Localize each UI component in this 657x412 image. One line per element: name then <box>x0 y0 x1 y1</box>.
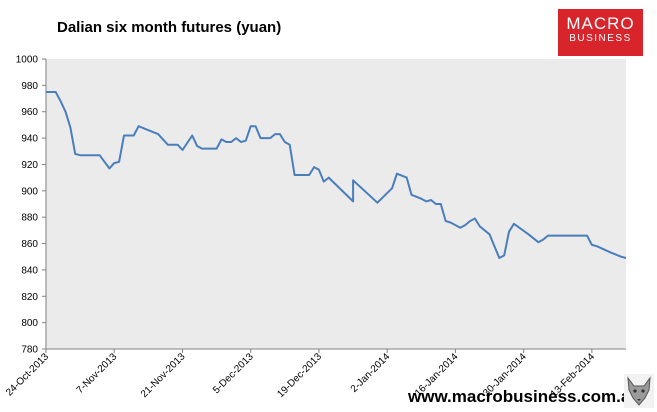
y-axis-ticks: 780 800 820 840 860 880 900 920 940 960 980 1000 <box>16 55 46 356</box>
x-tick-label: 2-Jan-2014 <box>349 351 393 395</box>
macrobusiness-logo[interactable]: MACRO BUSINESS <box>558 9 643 56</box>
y-tick-label: 880 <box>21 213 38 224</box>
website-url[interactable]: www.macrobusiness.com.au <box>408 387 641 406</box>
series-line <box>46 91 627 259</box>
y-tick-label: 1000 <box>16 55 39 66</box>
y-tick-label: 820 <box>21 292 38 303</box>
y-tick-label: 960 <box>21 107 38 118</box>
wolf-logo-icon <box>624 374 654 408</box>
x-tick-label: 19-Dec-2013 <box>275 351 324 400</box>
y-tick-label: 780 <box>21 345 38 356</box>
y-tick-label: 900 <box>21 186 38 197</box>
y-tick-label: 860 <box>21 239 38 250</box>
y-tick-label: 940 <box>21 134 38 145</box>
chart-title: Dalian six month futures (yuan) <box>57 19 282 36</box>
x-tick-label: 5-Dec-2013 <box>211 351 256 396</box>
logo-line-business: BUSINESS <box>569 33 632 44</box>
logo-line-macro: MACRO <box>566 14 635 33</box>
x-tick-label: 24-Oct-2013 <box>4 351 51 398</box>
y-tick-label: 980 <box>21 81 38 92</box>
y-tick-label: 840 <box>21 265 38 276</box>
x-tick-label: 7-Nov-2013 <box>75 351 120 396</box>
y-tick-label: 800 <box>21 318 38 329</box>
plot-area <box>46 59 626 349</box>
x-tick-label: 21-Nov-2013 <box>139 351 188 400</box>
y-tick-label: 920 <box>21 160 38 171</box>
